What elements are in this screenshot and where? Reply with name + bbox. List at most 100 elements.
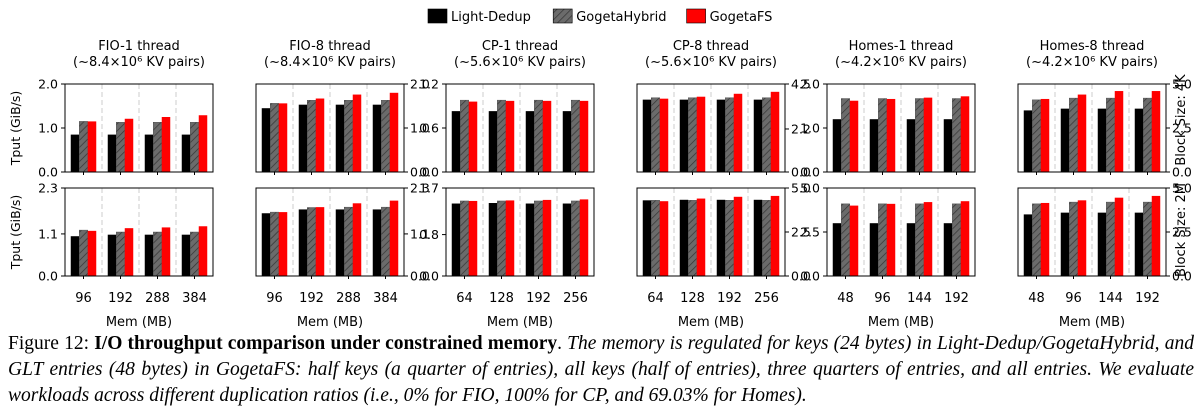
bar-gogetahybrid-96 [270, 211, 279, 277]
y-tick-label: 0.0 [38, 269, 58, 284]
bar-light-dedup-256 [753, 99, 763, 172]
bar-gogetafs-128 [696, 198, 706, 276]
bar-gogetafs-192 [1151, 91, 1161, 172]
bar-gogetafs-192 [315, 207, 325, 276]
panel-subtitle: (~8.4×10⁶ KV pairs) [73, 55, 205, 70]
bar-light-dedup-144 [1097, 108, 1107, 172]
y-tick-label: 1.1 [38, 226, 58, 241]
x-tick-label: 144 [907, 291, 932, 306]
bar-gogetahybrid-48 [841, 203, 850, 277]
bar-gogetahybrid-144 [1106, 97, 1115, 173]
bar-gogetafs-192 [733, 196, 743, 276]
y-tick-label: 0.0 [419, 269, 439, 284]
bar-gogetahybrid-64 [651, 97, 660, 173]
bar-light-dedup-96 [70, 134, 80, 172]
y-tick-label: 5.0 [800, 181, 820, 196]
bar-gogetahybrid-384 [190, 122, 199, 173]
bar-gogetafs-192 [960, 201, 970, 276]
bar-gogetahybrid-144 [915, 203, 924, 277]
x-tick-label: 64 [456, 291, 473, 306]
panel-frame [445, 187, 595, 277]
y-tick-label: 2.5 [791, 225, 811, 240]
bar-gogetafs-128 [505, 200, 515, 276]
bar-gogetafs-192 [1151, 195, 1161, 276]
panel-title: Homes-1 thread [849, 39, 954, 54]
y-tick-label: 0.6 [419, 121, 439, 136]
panel-subtitle: (~5.6×10⁶ KV pairs) [454, 55, 586, 70]
y-tick-label: 2.0 [800, 77, 820, 92]
bar-light-dedup-144 [906, 223, 916, 276]
y-tick-label: 2.5 [1172, 121, 1192, 136]
bar-gogetahybrid-192 [307, 207, 316, 277]
bar-gogetafs-48 [1040, 98, 1050, 172]
panel-6-4k: 0.0 2.5 5.0 Homes-8 thread(~4.2×10⁶ KV pair… [1017, 39, 1192, 180]
y-tick-label: 0.0 [410, 165, 430, 180]
y-tick-label: 0.0 [791, 165, 811, 180]
bar-light-dedup-192 [107, 134, 117, 172]
y-tick-label: 1.0 [38, 121, 58, 136]
bar-light-dedup-384 [372, 104, 382, 172]
bar-light-dedup-48 [832, 223, 842, 276]
x-tick-label: 192 [526, 291, 551, 306]
legend-label-light-dedup: Light-Dedup [451, 10, 531, 25]
bar-gogetahybrid-96 [1069, 97, 1078, 173]
y-tick-label: 2.0 [38, 77, 58, 92]
bar-gogetafs-96 [886, 98, 896, 172]
y-tick-label: 0.0 [1172, 269, 1192, 284]
bar-light-dedup-256 [562, 111, 572, 172]
bar-light-dedup-64 [451, 203, 461, 276]
bar-light-dedup-192 [716, 99, 726, 172]
bar-gogetahybrid-96 [878, 98, 887, 173]
panel-1-4k: 0.0 1.0 2.0 FIO-1 thread(~8.4×10⁶ KV pairs)… [8, 39, 214, 180]
bar-light-dedup-256 [753, 199, 763, 276]
bar-gogetafs-96 [886, 203, 896, 276]
panel-2-2m: 96 192 288 384 0.0 1.1 2.3 Mem (MB) [255, 181, 430, 330]
bar-gogetafs-192 [960, 96, 970, 172]
bar-light-dedup-384 [372, 209, 382, 276]
bar-gogetafs-288 [161, 227, 171, 276]
bar-gogetafs-144 [923, 202, 933, 276]
bar-gogetahybrid-128 [497, 99, 506, 173]
bar-gogetahybrid-384 [381, 100, 390, 173]
bar-light-dedup-64 [642, 99, 652, 172]
bar-light-dedup-256 [562, 203, 572, 276]
y-tick-label: 5.0 [1172, 181, 1192, 196]
figure-caption: Figure 12: I/O throughput comparison und… [8, 331, 1194, 409]
bar-gogetahybrid-288 [153, 231, 162, 277]
bar-light-dedup-192 [1134, 108, 1144, 172]
x-axis-label: Mem (MB) [1059, 315, 1125, 330]
bar-gogetafs-144 [1114, 91, 1124, 172]
bar-gogetafs-192 [542, 100, 552, 172]
bar-gogetahybrid-192 [116, 231, 125, 277]
bar-light-dedup-192 [1134, 212, 1144, 276]
y-tick-label: 4.5 [791, 77, 811, 92]
x-tick-label: 192 [299, 291, 324, 306]
bar-gogetahybrid-192 [725, 200, 734, 277]
bar-gogetafs-384 [389, 200, 399, 276]
y-tick-label: 0.0 [800, 165, 820, 180]
legend: Light-Dedup GogetaHybrid GogetaFS [427, 8, 772, 25]
bar-light-dedup-96 [70, 236, 80, 276]
y-axis-label: Tput (GiB/s) [8, 195, 23, 271]
bar-gogetafs-128 [505, 100, 515, 172]
panel-frame [64, 187, 214, 277]
bar-gogetahybrid-96 [1069, 201, 1078, 277]
bar-gogetafs-144 [923, 97, 933, 172]
figure-12-chart-grid: Light-Dedup GogetaHybrid GogetaFS 0.0 1.0 2.… [8, 8, 1192, 330]
bar-gogetafs-288 [352, 94, 362, 172]
bar-gogetahybrid-384 [381, 206, 390, 277]
bar-light-dedup-192 [943, 223, 953, 276]
x-tick-label: 192 [717, 291, 742, 306]
caption-title-end: . [557, 333, 562, 354]
bar-light-dedup-384 [181, 234, 191, 276]
panel-title: FIO-1 thread [98, 39, 180, 54]
panel-subtitle: (~8.4×10⁶ KV pairs) [264, 55, 396, 70]
x-tick-label: 96 [266, 291, 283, 306]
bar-light-dedup-192 [298, 104, 308, 172]
y-tick-label: 0.0 [791, 269, 811, 284]
x-tick-label: 384 [373, 291, 398, 306]
row-label-top: Block Size: 4K [1174, 74, 1189, 166]
x-tick-label: 96 [874, 291, 891, 306]
bar-gogetahybrid-128 [497, 200, 506, 277]
